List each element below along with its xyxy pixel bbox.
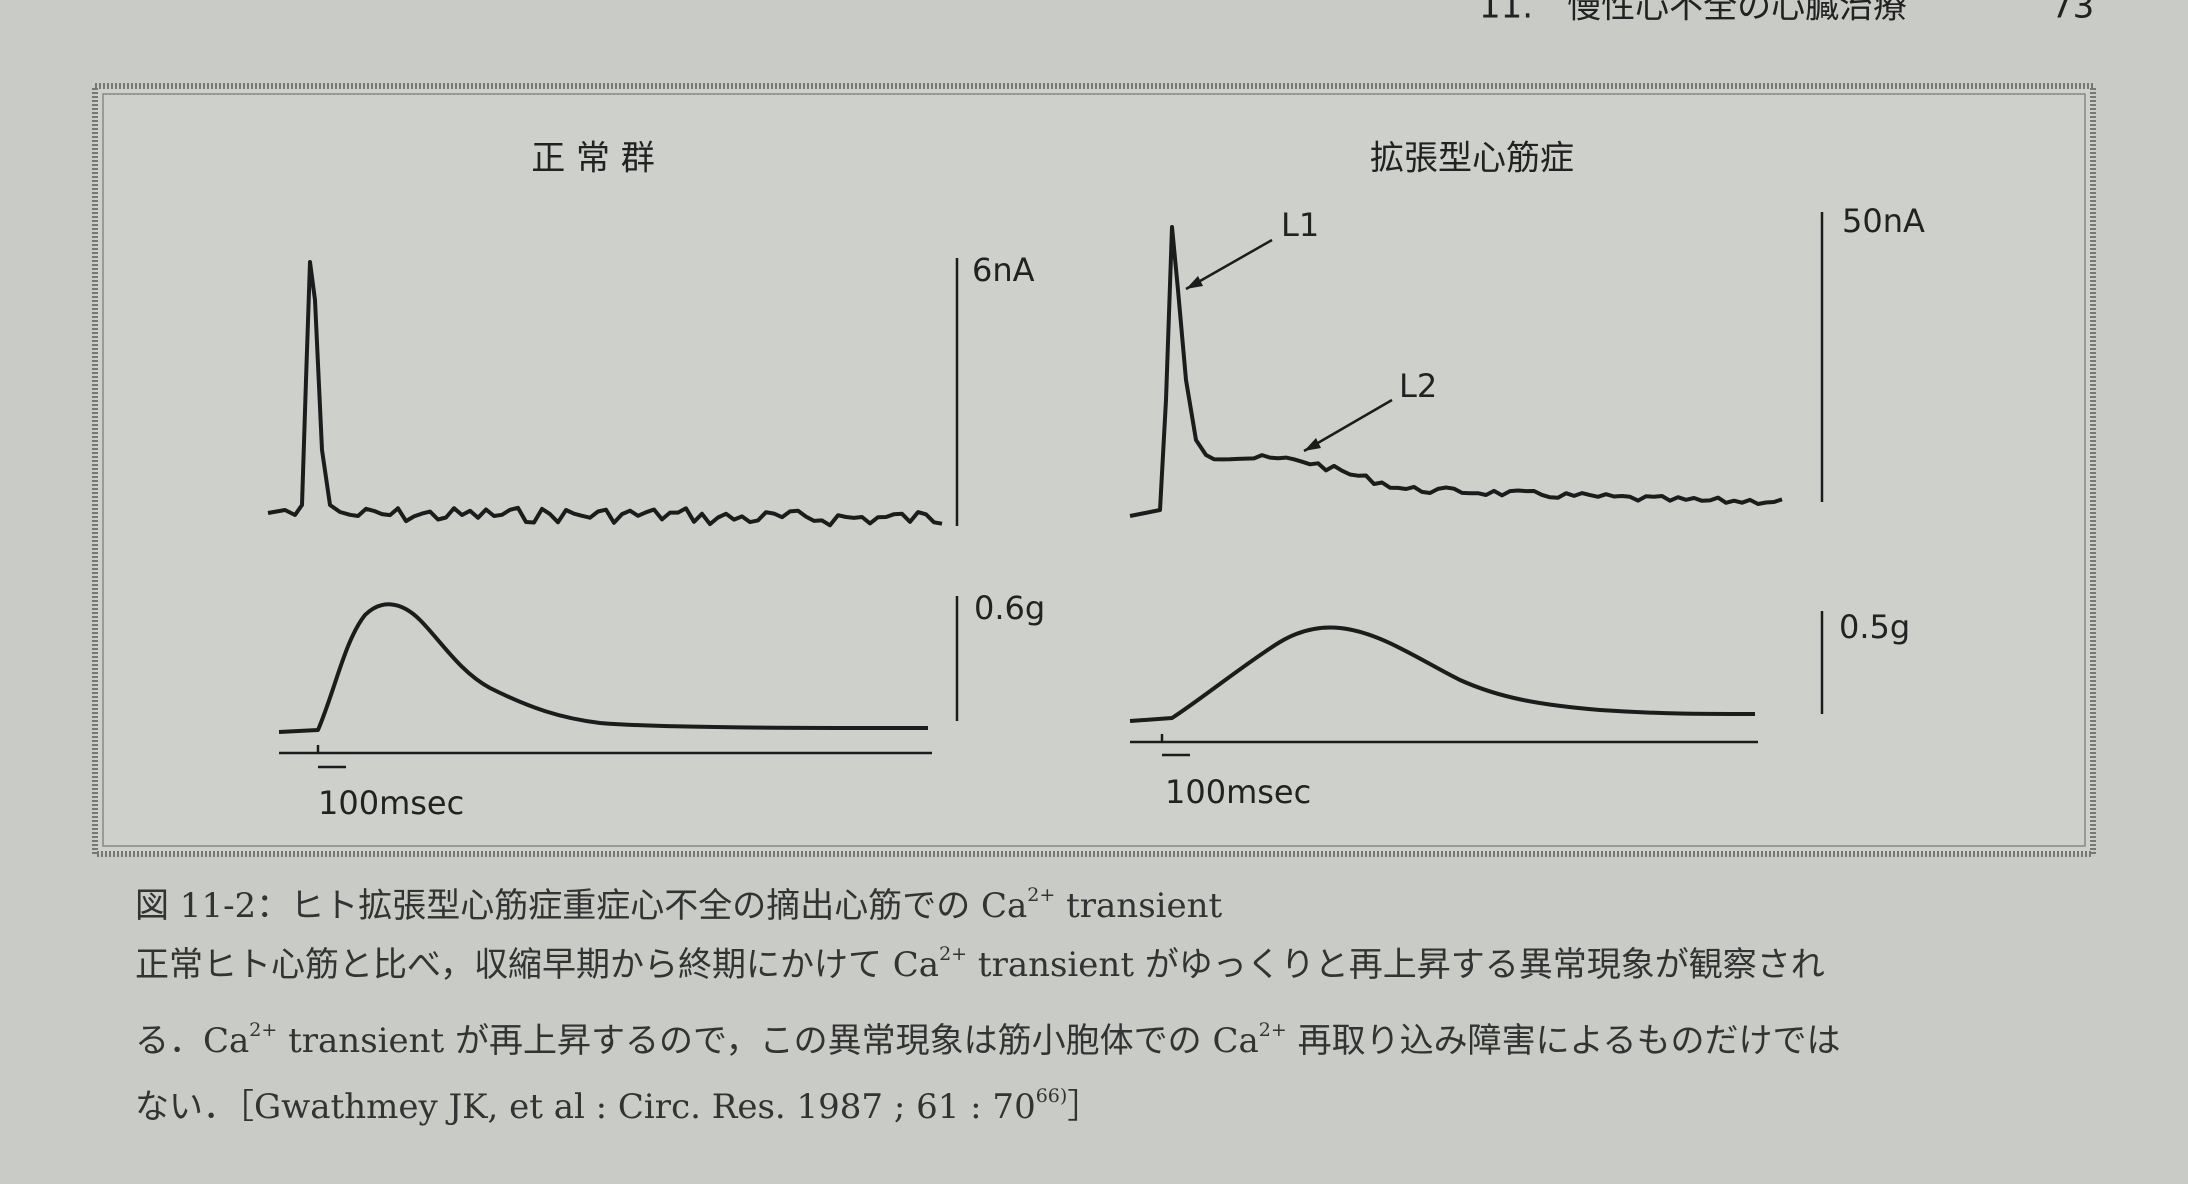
ca-trace-normal — [267, 260, 943, 528]
scale-label: 0.5g — [1839, 608, 1910, 646]
scale-label: 0.6g — [974, 589, 1045, 627]
tension-trace-normal — [278, 602, 929, 734]
arrow-head — [1304, 438, 1321, 451]
scale-label: 50nA — [1842, 202, 1925, 240]
superscript: 2+ — [1259, 1019, 1287, 1041]
caption-text: ］ — [1067, 1087, 1101, 1127]
caption-text: 図 11-2：ヒト拡張型心筋症重症心不全の摘出心筋での Ca — [135, 886, 1027, 926]
caption-text: transient — [1055, 886, 1222, 926]
caption-line: 図 11-2：ヒト拡張型心筋症重症心不全の摘出心筋での Ca2+ transie… — [135, 884, 1223, 926]
arrow-head — [1186, 276, 1203, 289]
caption-text: transient が再上昇するので，この異常現象は筋小胞体での Ca — [277, 1021, 1258, 1061]
page-number: 73 — [2051, 0, 2094, 27]
scale-label: 6nA — [972, 251, 1035, 289]
caption-line: る．Ca2+ transient が再上昇するので，この異常現象は筋小胞体での … — [135, 1019, 1841, 1061]
figure-frame — [92, 83, 2096, 857]
superscript: 66) — [1036, 1085, 1068, 1107]
caption-text: 正常ヒト心筋と比べ，収縮早期から終期にかけて Ca — [135, 945, 939, 985]
figure-frame-inner — [102, 93, 2086, 847]
caption-text: る．Ca — [135, 1021, 249, 1061]
ca-trace-dcm — [1129, 225, 1783, 518]
caption: 図 11-2：ヒト拡張型心筋症重症心不全の摘出心筋での Ca2+ transie… — [135, 884, 1841, 1127]
plateau-label: L2 — [1399, 367, 1437, 405]
caption-text: transient がゆっくりと再上昇する異常現象が観察され — [967, 945, 1825, 985]
peak-label: L1 — [1281, 206, 1319, 244]
time-label: 100msec — [1165, 773, 1311, 811]
superscript: 2+ — [1027, 884, 1055, 906]
arrow — [1303, 398, 1393, 453]
caption-line: 正常ヒト心筋と比べ，収縮早期から終期にかけて Ca2+ transient がゆ… — [135, 943, 1825, 985]
panel-title: 正 常 群 — [531, 139, 655, 179]
caption-line: ない．［Gwathmey JK, et al : Circ. Res. 1987… — [135, 1085, 1101, 1127]
tension-trace-dcm — [1129, 625, 1756, 723]
panel-title: 拡張型心筋症 — [1370, 139, 1574, 179]
superscript: 2+ — [939, 943, 967, 965]
time-label: 100msec — [318, 784, 464, 822]
running-title: 11. 慢性心不全の心臓治療 — [1479, 0, 1907, 27]
superscript: 2+ — [249, 1019, 277, 1041]
caption-text: ない．［Gwathmey JK, et al : Circ. Res. 1987… — [135, 1087, 1036, 1127]
caption-text: 再取り込み障害によるものだけでは — [1287, 1021, 1841, 1061]
